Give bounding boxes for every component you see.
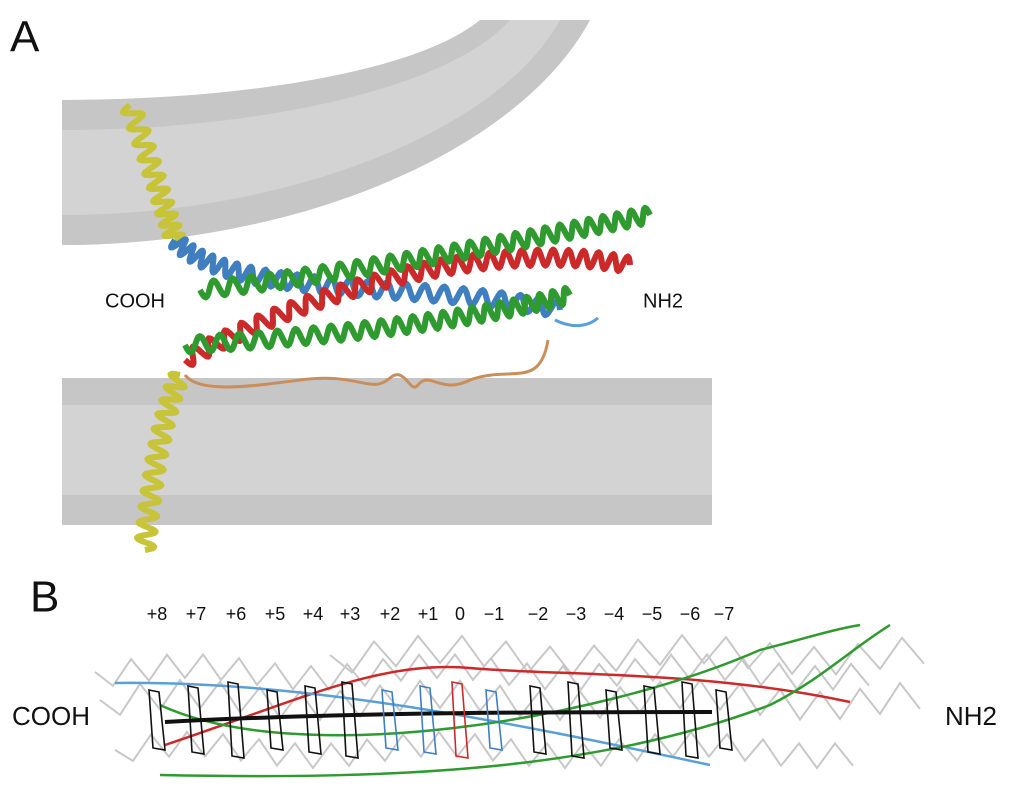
panel-label: A [10,13,40,62]
layer-section [644,686,660,754]
layer-label: +1 [418,604,439,624]
layer-label: −1 [484,604,505,624]
layer-section [267,690,283,750]
tail [555,318,598,326]
layer-label: +3 [340,604,361,624]
layer-label: +2 [380,604,401,624]
layer-diagram [95,625,924,776]
backbone [115,732,853,768]
vesicle-membrane [62,20,590,245]
layer-labels: +8 +7 +6 +5 +4 +3 +2 +1 0 −1 −2 −3 −4 −5 −6 −7 [147,604,735,624]
layer-label: +6 [226,604,247,624]
terminus-label: COOH [105,290,165,312]
figure: A COOH NH2 B COOH NH2 +8+7+6+5+4+3+2+10−… [0,0,1016,795]
panel-label: B [30,573,59,622]
layer-label: −7 [714,604,735,624]
layer-label: +4 [303,604,324,624]
layer-label: −6 [680,604,701,624]
layer-section [342,682,358,758]
layer-label: +5 [265,604,286,624]
layer-label: +8 [147,604,168,624]
layer-label: −2 [528,604,549,624]
layer-label: −3 [566,604,587,624]
strand [165,712,712,722]
terminus-label: COOH [12,701,90,731]
terminus-label: NH2 [945,701,997,731]
layer-label: −5 [642,604,663,624]
layer-label: +7 [186,604,207,624]
layer-label: −4 [604,604,625,624]
layer-section [420,686,436,754]
terminus-label: NH2 [643,290,683,312]
layer-label: 0 [455,604,465,624]
